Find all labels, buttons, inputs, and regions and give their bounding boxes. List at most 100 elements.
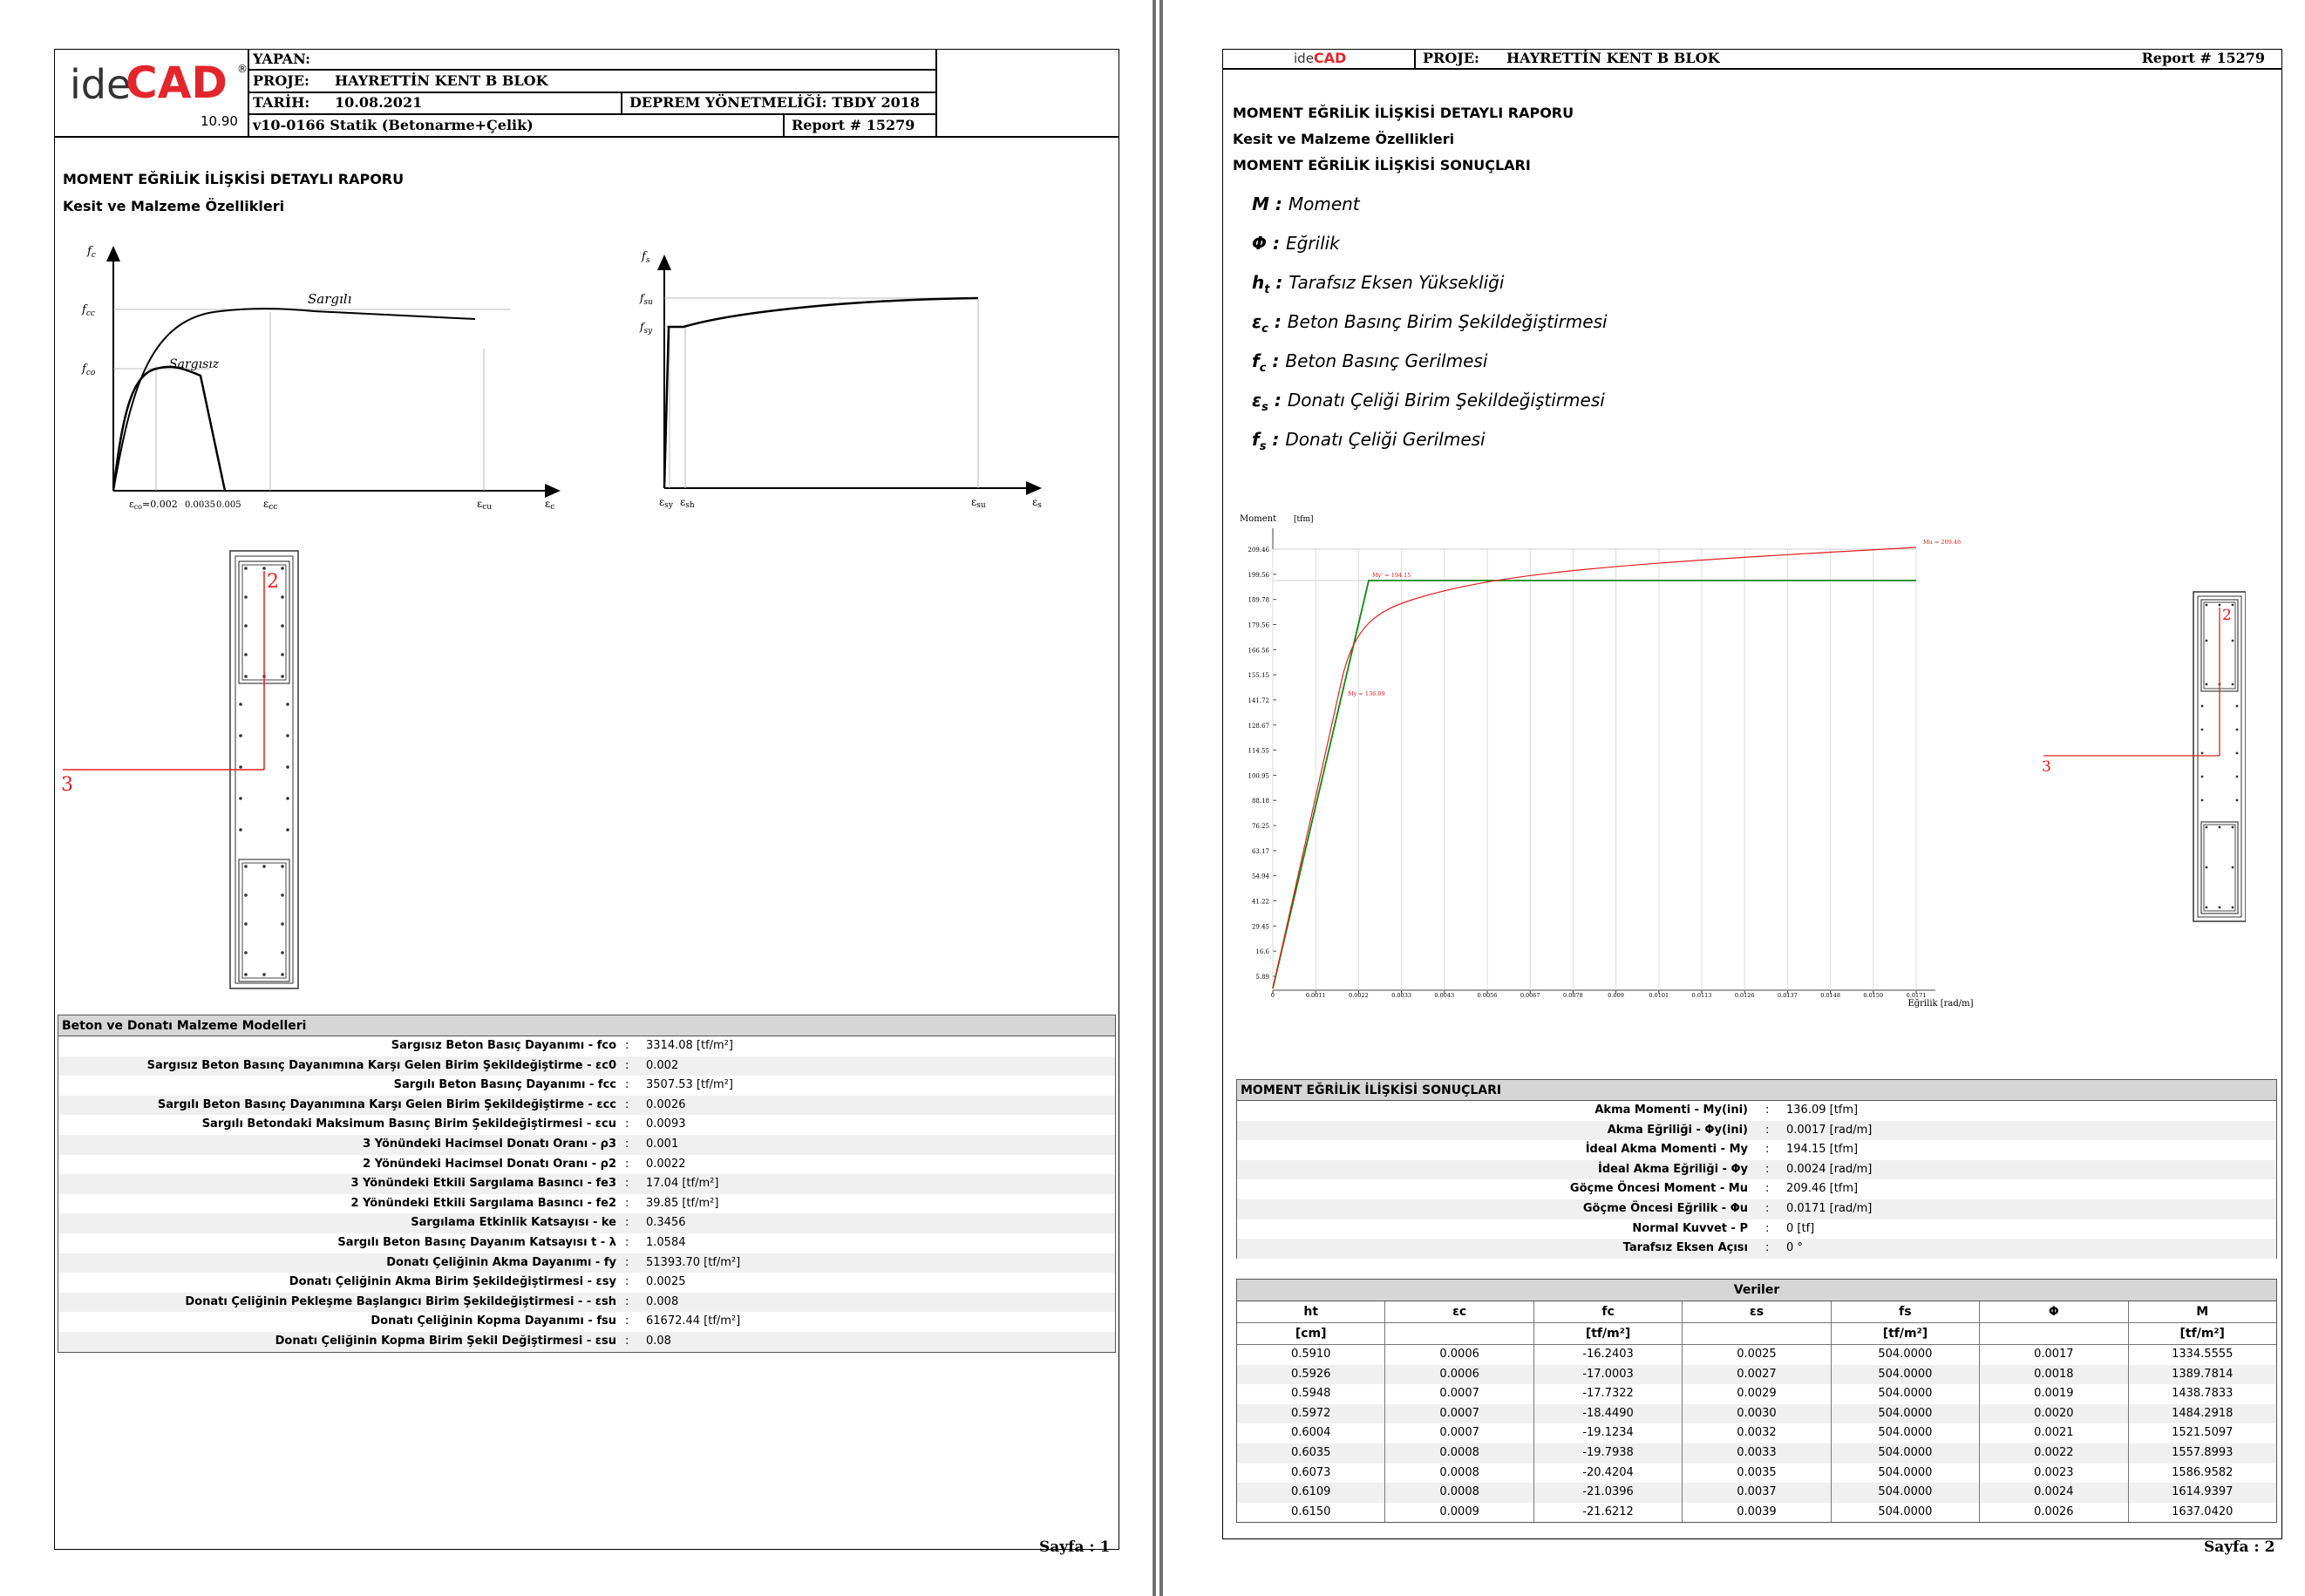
veriler-cell: 504.0000	[1832, 1423, 1981, 1443]
veriler-cell: -19.1234	[1534, 1423, 1683, 1443]
results-row: Akma Eğriliği - Φy(ini) : 0.0017 [rad/m]	[1237, 1120, 2276, 1141]
veriler-cell: 504.0000	[1832, 1384, 1981, 1404]
results-row: Tarafsız Eksen Açısı : 0 °	[1237, 1239, 2276, 1259]
veriler-cell: -21.0396	[1534, 1483, 1683, 1503]
x-0035-label: 0.0035	[185, 500, 215, 510]
materials-row-value: 0.0025	[646, 1275, 686, 1289]
veriler-unit-cell	[1683, 1323, 1832, 1344]
veriler-cell: 0.0026	[1980, 1502, 2129, 1523]
materials-row-value: 0.0093	[646, 1117, 686, 1131]
legend-item: fs : Donatı Çeliği Gerilmesi	[1252, 429, 1486, 453]
veriler-header-cell: fc	[1534, 1301, 1683, 1322]
legend-text: Beton Basınç Birim Şekildeğiştirmesi	[1287, 311, 1608, 332]
x-tick-label: 0.009	[1608, 992, 1624, 999]
page-title: MOMENT EĞRİLİK İLİŞKİSİ DETAYLI RAPORU	[1233, 105, 1574, 121]
tarih-label: TARİH:	[253, 94, 310, 111]
results-row-value: 0 [tf]	[1786, 1221, 1815, 1235]
veriler-cell: 0.5948	[1237, 1384, 1386, 1404]
y-tick-label: 100.95	[1248, 772, 1270, 779]
materials-row-value: 1.0584	[646, 1235, 686, 1249]
page-divider	[1151, 0, 1165, 1596]
results-row-value: 209.46 [tfm]	[1786, 1182, 1859, 1196]
separator-colon: :	[1765, 1241, 1770, 1255]
veriler-cell: 0.0008	[1385, 1443, 1534, 1464]
veriler-cell: 0.0037	[1683, 1483, 1832, 1503]
veriler-row: 0.5948 0.0007 -17.7322 0.0029 504.0000 0.0019…	[1237, 1384, 2276, 1404]
mu-label: Mu = 209.46	[1923, 539, 1961, 546]
separator-colon: :	[625, 1177, 629, 1191]
materials-row: Sargılı Betondaki Maksimum Basınç Birim …	[58, 1115, 1115, 1135]
x-tick-label: 0.0078	[1563, 992, 1583, 999]
y-axis-unit: [tfm]	[1294, 515, 1314, 524]
materials-row-label: Sargılı Beton Basınç Dayanımı - fcc	[393, 1078, 616, 1092]
separator-colon: :	[625, 1117, 629, 1131]
veriler-header-cell: fs	[1832, 1301, 1981, 1322]
legend-text: Beton Basınç Gerilmesi	[1285, 350, 1488, 371]
veriler-cell: 1637.0420	[2172, 1504, 2234, 1518]
results-row-value: 194.15 [tfm]	[1786, 1143, 1859, 1157]
results-row-value: 0 °	[1786, 1241, 1803, 1255]
legend-text: Donatı Çeliği Birim Şekildeğiştirmesi	[1287, 390, 1605, 411]
separator-colon: :	[1765, 1221, 1770, 1235]
y-tick-label: 128.67	[1248, 723, 1270, 730]
page-frame	[1222, 49, 2282, 1539]
veriler-cell: 1614.9397	[2172, 1485, 2234, 1499]
x-tick-label: 0.0067	[1520, 992, 1540, 999]
veriler-header-cell: Φ	[1980, 1301, 2129, 1322]
concrete-stress-strain-chart: fc fcc fco Sargılı Sargısız εco=0.002 0.…	[81, 245, 561, 512]
logo-reg: ®	[237, 63, 248, 75]
veriler-cell: 0.6035	[1237, 1443, 1386, 1464]
veriler-header-cell: εc	[1385, 1301, 1534, 1322]
x-ecu-label: εcu	[477, 498, 492, 512]
legend-symbol: f	[1252, 429, 1260, 450]
column-section-drawing: 2 3	[61, 550, 299, 989]
veriler-cell: -16.2403	[1534, 1345, 1683, 1365]
legend-item: Φ : Eğrilik	[1252, 233, 1340, 254]
veriler-title: Veriler	[1237, 1280, 2276, 1301]
y-tick-label: 189.78	[1248, 597, 1270, 604]
proje-label: PROJE:	[1423, 50, 1479, 66]
materials-row: 3 Yönündeki Hacimsel Donatı Oranı - ρ3 :…	[58, 1134, 1115, 1155]
materials-table: Beton ve Donatı Malzeme Modelleri Sargıs…	[58, 1015, 1116, 1353]
header-strip: ideCAD PROJE: HAYRETTİN KENT B BLOK Repo…	[1222, 49, 2282, 70]
materials-row: Donatı Çeliğinin Akma Dayanımı - fy : 51…	[58, 1253, 1115, 1273]
separator-colon: :	[625, 1137, 629, 1151]
veriler-row: 0.5926 0.0006 -17.0003 0.0027 504.0000 0.0018…	[1237, 1364, 2276, 1385]
veriler-cell: 0.0020	[1980, 1403, 2129, 1424]
veriler-cell: 0.5926	[1237, 1364, 1386, 1385]
header-block: ide CAD ® 10.90 YAPAN: PROJE: HAYRETTİN …	[54, 49, 1119, 138]
materials-row: 3 Yönündeki Etkili Sargılama Basıncı - f…	[58, 1174, 1115, 1194]
x-tick-label: 0.0148	[1820, 992, 1840, 999]
veriler-cell: 0.0033	[1683, 1443, 1832, 1464]
veriler-row: 0.6109 0.0008 -21.0396 0.0037 504.0000 0.0024…	[1237, 1483, 2276, 1503]
x-tick-label: 0.0171	[1907, 992, 1927, 999]
x-0005-label: 0.005	[216, 500, 241, 510]
materials-row-label: Donatı Çeliğinin Akma Birim Şekildeğişti…	[289, 1275, 616, 1289]
results-row-label: Tarafsız Eksen Açısı	[1622, 1241, 1748, 1255]
veriler-cell: 1521.5097	[2172, 1426, 2234, 1440]
legend-symbol: Φ	[1252, 233, 1268, 254]
results-row: Göçme Öncesi Eğrilik - Φu : 0.0171 [rad/…	[1237, 1199, 2276, 1219]
axis-3-label: 3	[2042, 758, 2051, 776]
veriler-cell: 0.0008	[1385, 1483, 1534, 1503]
materials-row-value: 3507.53 [tf/m²]	[646, 1078, 733, 1092]
veriler-cell: 0.0008	[1385, 1463, 1534, 1484]
my-ini-label: My = 136.09	[1348, 690, 1385, 697]
materials-row-value: 39.85 [tf/m²]	[646, 1196, 719, 1210]
page-frame	[54, 49, 1119, 1550]
veriler-cell: 0.0024	[1980, 1483, 2129, 1503]
veriler-cell: 1334.5555	[2172, 1348, 2234, 1361]
veriler-unit-cell	[1385, 1323, 1534, 1344]
steel-y-axis-label: fs	[641, 250, 650, 265]
y-tick-label: 16.6	[1255, 948, 1269, 955]
veriler-cell: 504.0000	[1832, 1463, 1981, 1484]
results-table: MOMENT EĞRİLİK İLİŞKİSİ SONUÇLARI Akma M…	[1236, 1079, 2277, 1259]
materials-row-value: 0.008	[646, 1294, 679, 1308]
veriler-cell: 504.0000	[1832, 1443, 1981, 1464]
separator-colon: :	[625, 1196, 629, 1210]
materials-row: Donatı Çeliğinin Kopma Birim Şekil Değiş…	[58, 1331, 1115, 1352]
separator-colon: :	[1765, 1201, 1770, 1215]
separator-colon: :	[625, 1275, 629, 1289]
separator-colon: :	[1765, 1123, 1770, 1137]
separator-colon: :	[625, 1216, 629, 1230]
